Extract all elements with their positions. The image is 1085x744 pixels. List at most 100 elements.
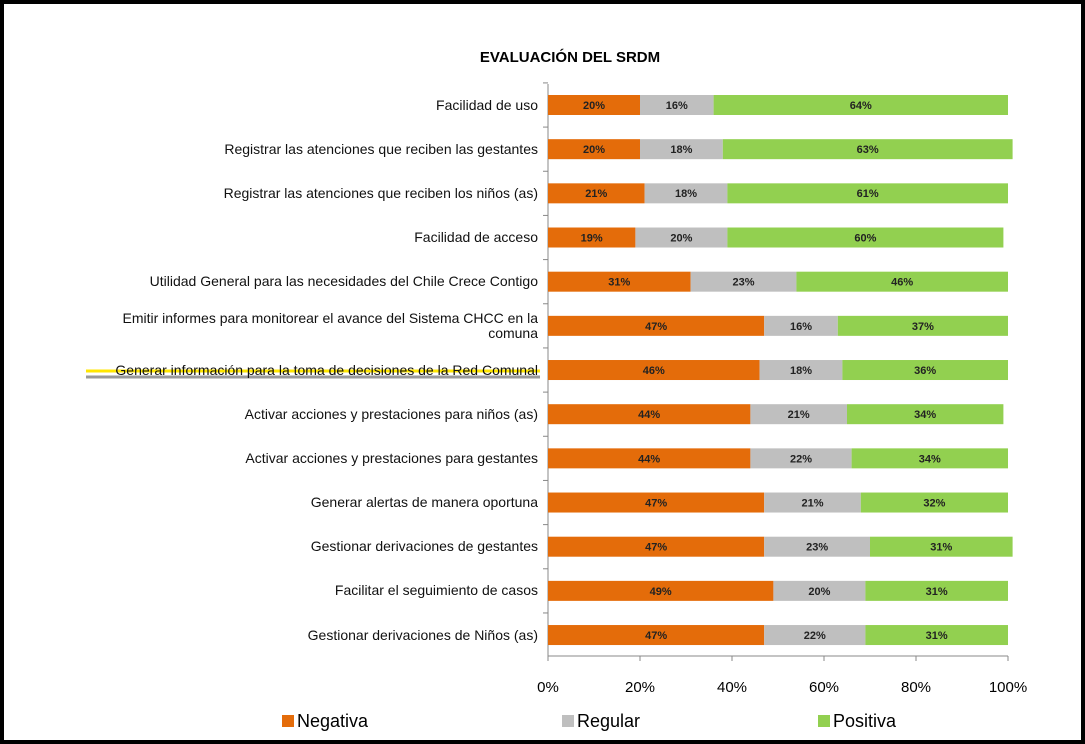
- bar-segment: [750, 448, 852, 469]
- bar-segment: [870, 536, 1013, 557]
- bar-segment: [548, 139, 640, 160]
- data-label: 16%: [666, 100, 688, 112]
- bar-segment: [759, 360, 843, 381]
- bar-segment: [548, 271, 691, 292]
- data-label: 60%: [854, 232, 876, 244]
- x-tick-label: 0%: [537, 679, 559, 696]
- bar-segment: [764, 536, 870, 557]
- data-label: 47%: [645, 542, 667, 554]
- bar-segment: [548, 360, 760, 381]
- data-label: 49%: [650, 586, 672, 598]
- category-label-box: Utilidad General para las necesidades de…: [149, 273, 538, 290]
- y-tick-label: Registrar las atenciones que reciben los…: [223, 184, 538, 201]
- chart-title: EVALUACIÓN DEL SRDM: [480, 48, 660, 66]
- data-label: 23%: [732, 277, 754, 289]
- category-label-box: Activar acciones y prestaciones para niñ…: [244, 405, 538, 422]
- data-label: 21%: [788, 409, 810, 421]
- y-tick-label: Gestionar derivaciones de gestantes: [310, 538, 538, 555]
- legend-label: Positiva: [833, 711, 897, 731]
- x-tick-label: 60%: [809, 679, 839, 696]
- legend-label: Regular: [577, 711, 640, 731]
- data-label: 31%: [926, 630, 948, 642]
- data-label: 22%: [790, 453, 812, 465]
- y-tick-label: Emitir informes para monitorear el avanc…: [122, 309, 539, 341]
- data-label: 34%: [919, 453, 941, 465]
- bar-segment: [548, 448, 751, 469]
- data-label: 36%: [914, 365, 936, 377]
- data-label: 20%: [808, 586, 830, 598]
- bar-segment: [548, 315, 765, 336]
- x-tick-label: 40%: [717, 679, 747, 696]
- y-tick-label: Utilidad General para las necesidades de…: [149, 273, 538, 290]
- bar-segment: [640, 95, 714, 115]
- y-tick-label: Activar acciones y prestaciones para ges…: [245, 449, 538, 466]
- data-label: 63%: [857, 144, 879, 156]
- category-label-box: Facilidad de acceso: [414, 229, 538, 245]
- data-label: 21%: [801, 497, 823, 509]
- data-label: 44%: [638, 453, 660, 465]
- data-label: 31%: [608, 277, 630, 289]
- bar-segment: [722, 139, 1013, 160]
- data-label: 47%: [645, 321, 667, 333]
- bar-segment: [847, 404, 1004, 425]
- y-tick-label: Facilitar el seguimiento de casos: [334, 582, 538, 599]
- bar-segment: [548, 183, 645, 204]
- bar-segment: [640, 139, 723, 160]
- data-label: 44%: [638, 409, 660, 421]
- bar-segment: [548, 580, 774, 601]
- y-tick-label: Gestionar derivaciones de Niños (as): [307, 626, 538, 643]
- bar-segment: [635, 227, 728, 248]
- data-label: 31%: [930, 542, 952, 554]
- data-label: 32%: [923, 497, 945, 509]
- legend-label: Negativa: [297, 711, 369, 731]
- category-label-box: Generar información para la toma de deci…: [115, 361, 538, 378]
- data-label: 64%: [850, 100, 872, 112]
- x-tick-label: 80%: [901, 679, 931, 696]
- data-label: 20%: [583, 100, 605, 112]
- x-tick-label: 100%: [989, 679, 1027, 696]
- data-label: 47%: [645, 497, 667, 509]
- bar-segment: [773, 580, 866, 601]
- bar-segment: [727, 183, 1008, 204]
- bar-segment: [764, 492, 861, 513]
- x-tick-label: 20%: [625, 679, 655, 696]
- bar-segment: [548, 492, 765, 513]
- data-label: 47%: [645, 630, 667, 642]
- data-label: 16%: [790, 321, 812, 333]
- data-label: 34%: [914, 409, 936, 421]
- category-label-box: Facilitar el seguimiento de casos: [334, 582, 538, 599]
- category-label-box: Generar alertas de manera oportuna: [311, 495, 538, 510]
- category-label-box: Emitir informes para monitorear el avanc…: [122, 309, 539, 341]
- category-label-box: Facilidad de uso: [436, 96, 538, 113]
- data-label: 20%: [583, 144, 605, 156]
- data-label: 37%: [912, 321, 934, 333]
- bar-segment: [860, 492, 1008, 513]
- bar-segment: [851, 448, 1008, 469]
- category-label-box: Registrar las atenciones que reciben los…: [223, 184, 538, 201]
- data-label: 31%: [926, 586, 948, 598]
- bar-segment: [842, 360, 1008, 381]
- y-tick-label: Activar acciones y prestaciones para niñ…: [244, 405, 538, 422]
- bar-segment: [750, 404, 847, 425]
- y-tick-label: Generar información para la toma de deci…: [115, 361, 538, 378]
- y-tick-label: Facilidad de uso: [436, 96, 538, 113]
- data-label: 21%: [585, 188, 607, 200]
- category-label-box: Activar acciones y prestaciones para ges…: [245, 449, 538, 466]
- data-label: 23%: [806, 542, 828, 554]
- y-tick-label: Facilidad de acceso: [414, 229, 538, 245]
- legend-swatch: [282, 715, 294, 727]
- data-label: 61%: [857, 188, 879, 200]
- bar-segment: [764, 625, 866, 646]
- bar-segment: [548, 404, 751, 425]
- data-label: 22%: [804, 630, 826, 642]
- bar-segment: [548, 95, 640, 115]
- bar-segment: [644, 183, 728, 204]
- data-label: 20%: [670, 232, 692, 244]
- data-label: 18%: [675, 188, 697, 200]
- bar-segment: [764, 315, 838, 336]
- bar-segment: [865, 625, 1008, 646]
- category-label-box: Gestionar derivaciones de gestantes: [310, 538, 538, 555]
- data-label: 19%: [581, 232, 603, 244]
- bar-segment: [865, 580, 1008, 601]
